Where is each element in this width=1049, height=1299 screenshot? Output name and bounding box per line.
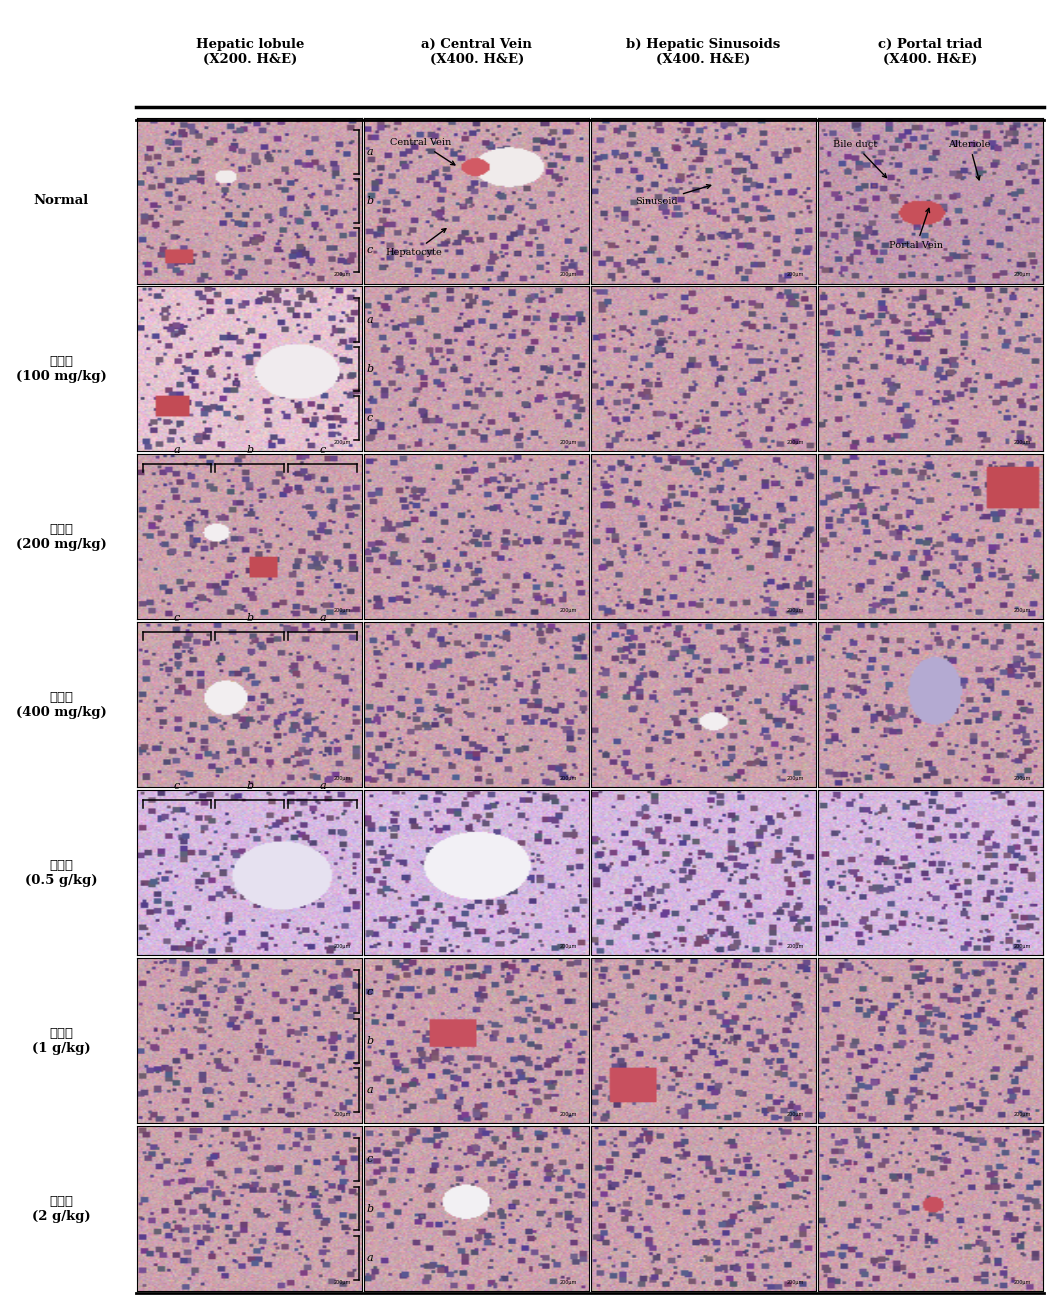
Text: a: a (366, 147, 373, 157)
Text: Central Vein: Central Vein (390, 139, 455, 165)
Text: 200μm: 200μm (1013, 608, 1031, 613)
Text: 오미자
(400 mg/kg): 오미자 (400 mg/kg) (16, 691, 107, 718)
Text: Hepatocyte: Hepatocyte (386, 229, 446, 257)
Text: Alteriole: Alteriole (948, 140, 991, 179)
Text: 200μm: 200μm (334, 1112, 350, 1117)
Text: 200μm: 200μm (334, 608, 350, 613)
Text: 200μm: 200μm (787, 608, 805, 613)
Text: c: c (366, 1155, 372, 1164)
Text: 200μm: 200μm (334, 776, 350, 781)
Text: 복분자
(2 g/kg): 복분자 (2 g/kg) (33, 1195, 90, 1222)
Text: b: b (247, 446, 254, 456)
Text: 200μm: 200μm (787, 271, 805, 277)
Text: Normal: Normal (34, 195, 89, 208)
Text: 200μm: 200μm (334, 271, 350, 277)
Text: c: c (320, 446, 326, 456)
Text: 200μm: 200μm (1013, 1280, 1031, 1285)
Text: b: b (247, 781, 254, 791)
Text: b) Hepatic Sinusoids
(X400. H&E): b) Hepatic Sinusoids (X400. H&E) (626, 38, 780, 66)
Text: Sinusoid: Sinusoid (636, 184, 710, 207)
Text: 200μm: 200μm (560, 440, 577, 446)
Text: b: b (366, 364, 373, 374)
Text: 200μm: 200μm (1013, 1112, 1031, 1117)
Text: 200μm: 200μm (787, 776, 805, 781)
Text: a: a (366, 1252, 373, 1263)
Text: c: c (174, 613, 180, 624)
Text: 오미자
(200 mg/kg): 오미자 (200 mg/kg) (16, 522, 107, 551)
Text: 200μm: 200μm (560, 608, 577, 613)
Text: 200μm: 200μm (560, 776, 577, 781)
Text: 200μm: 200μm (560, 1112, 577, 1117)
Text: a: a (174, 446, 180, 456)
Text: 오미자
(100 mg/kg): 오미자 (100 mg/kg) (16, 355, 107, 383)
Text: b: b (247, 613, 254, 624)
Text: b: b (366, 196, 373, 205)
Text: c: c (366, 246, 372, 255)
Text: 복분자
(1 g/kg): 복분자 (1 g/kg) (33, 1026, 90, 1055)
Text: a) Central Vein
(X400. H&E): a) Central Vein (X400. H&E) (422, 38, 532, 66)
Text: 200μm: 200μm (560, 1280, 577, 1285)
Text: Hepatic lobule
(X200. H&E): Hepatic lobule (X200. H&E) (195, 38, 304, 66)
Text: 200μm: 200μm (1013, 776, 1031, 781)
Text: 200μm: 200μm (334, 1280, 350, 1285)
Text: c: c (366, 986, 372, 996)
Text: 200μm: 200μm (334, 440, 350, 446)
Text: a: a (366, 1085, 373, 1095)
Text: b: b (366, 1204, 373, 1213)
Text: a: a (319, 781, 326, 791)
Text: 200μm: 200μm (560, 271, 577, 277)
Text: 200μm: 200μm (1013, 271, 1031, 277)
Text: c: c (174, 781, 180, 791)
Text: 복분자
(0.5 g/kg): 복분자 (0.5 g/kg) (25, 859, 98, 887)
Text: 200μm: 200μm (787, 1112, 805, 1117)
Text: 200μm: 200μm (560, 944, 577, 948)
Text: b: b (366, 1035, 373, 1046)
Text: c: c (366, 413, 372, 423)
Text: 200μm: 200μm (334, 944, 350, 948)
Text: 200μm: 200μm (787, 1280, 805, 1285)
Text: c) Portal triad
(X400. H&E): c) Portal triad (X400. H&E) (878, 38, 983, 66)
Text: 200μm: 200μm (787, 944, 805, 948)
Text: 200μm: 200μm (1013, 440, 1031, 446)
Text: a: a (366, 314, 373, 325)
Text: 200μm: 200μm (1013, 944, 1031, 948)
Text: a: a (319, 613, 326, 624)
Text: Portal Vein: Portal Vein (890, 208, 943, 249)
Text: Bile duct: Bile duct (833, 140, 886, 178)
Text: 200μm: 200μm (787, 440, 805, 446)
